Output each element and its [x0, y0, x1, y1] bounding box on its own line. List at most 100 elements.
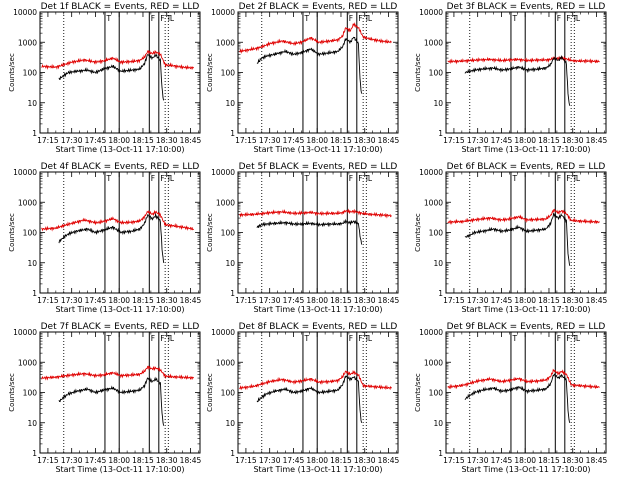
x-tick-label: 17:30: [259, 296, 281, 305]
series-line-events: [256, 218, 363, 245]
y-tick-label: 10: [433, 99, 443, 108]
x-tick-label: 18:30: [156, 136, 178, 145]
y-tick-label: 100: [23, 389, 38, 398]
y-tick-label: 10000: [211, 328, 235, 337]
time-marker-label: F: [566, 334, 570, 343]
x-tick-label: 17:15: [235, 296, 257, 305]
y-tick-label: 1000: [216, 198, 235, 207]
x-axis-label: Start Time (13-Oct-11 17:10:00): [253, 305, 382, 314]
x-tick-label: 17:45: [85, 296, 107, 305]
time-marker-label: F: [151, 14, 155, 23]
x-axis-label: Start Time (13-Oct-11 17:10:00): [253, 145, 382, 154]
y-tick-label: 10: [27, 259, 37, 268]
series-line-events: [58, 376, 165, 426]
y-axis-label: Counts/sec: [414, 373, 422, 412]
x-tick-label: 17:30: [467, 136, 489, 145]
series-line-events: [464, 55, 571, 106]
time-marker-label: F: [349, 14, 353, 23]
x-tick-label: 17:15: [443, 136, 465, 145]
x-tick-label: 18:45: [180, 456, 202, 465]
y-tick-label: 1: [32, 289, 37, 298]
panel-title: Det 7f BLACK = Events, RED = LLD: [41, 322, 200, 332]
x-tick-label: 18:00: [108, 136, 130, 145]
series-line-lld: [447, 55, 600, 65]
x-tick-label: 17:15: [37, 296, 59, 305]
x-tick-label: 18:00: [306, 136, 328, 145]
x-tick-label: 18:45: [378, 296, 400, 305]
time-marker-label: F: [557, 174, 561, 183]
y-tick-label: 1: [230, 449, 235, 458]
time-marker-label: F: [160, 14, 164, 23]
y-tick-label: 10: [225, 99, 235, 108]
x-tick-label: 18:30: [354, 456, 376, 465]
y-tick-label: 10000: [211, 8, 235, 17]
time-marker-label: F: [566, 14, 570, 23]
y-tick-label: 100: [23, 229, 38, 238]
x-tick-label: 18:30: [156, 296, 178, 305]
time-marker-label: T: [105, 14, 111, 23]
y-tick-label: 100: [429, 69, 444, 78]
x-tick-label: 18:30: [562, 296, 584, 305]
x-tick-label: 17:45: [491, 296, 513, 305]
series-line-lld: [239, 22, 392, 54]
y-tick-label: 10: [27, 419, 37, 428]
y-tick-label: 10000: [419, 168, 443, 177]
x-tick-label: 18:00: [514, 456, 536, 465]
x-tick-label: 18:30: [562, 136, 584, 145]
x-axis-label: Start Time (13-Oct-11 17:10:00): [253, 465, 382, 474]
detector-panel-5: Det 5f BLACK = Events, RED = LLD 1 10 100 10…: [206, 162, 400, 314]
x-tick-label: 18:15: [132, 296, 154, 305]
time-marker-label: F: [151, 334, 155, 343]
panel-title: Det 3f BLACK = Events, RED = LLD: [447, 2, 606, 12]
x-tick-label: 18:15: [132, 456, 154, 465]
x-tick-label: 18:45: [586, 296, 608, 305]
detector-panel-8: Det 8f BLACK = Events, RED = LLD 1 10 100 10…: [206, 322, 400, 474]
series-line-lld: [41, 365, 195, 381]
y-tick-label: 1000: [424, 358, 443, 367]
y-axis-label: Counts/sec: [206, 213, 214, 252]
y-tick-label: 1: [438, 129, 443, 138]
time-marker-label: F: [160, 174, 164, 183]
detector-panel-9: Det 9f BLACK = Events, RED = LLD 1 10 100 10…: [414, 322, 608, 474]
y-tick-label: 100: [23, 69, 38, 78]
x-tick-label: 17:15: [37, 456, 59, 465]
time-marker-label: F: [358, 174, 362, 183]
y-axis-label: Counts/sec: [414, 213, 422, 252]
y-tick-label: 100: [221, 69, 236, 78]
x-tick-label: 18:15: [538, 456, 560, 465]
time-marker-label: T: [303, 334, 309, 343]
x-tick-label: 17:45: [491, 136, 513, 145]
series-line-lld: [41, 49, 195, 70]
time-marker-label: L: [368, 174, 373, 183]
y-tick-label: 1000: [216, 358, 235, 367]
y-tick-label: 10000: [419, 8, 443, 17]
time-marker-label: F: [349, 174, 353, 183]
x-tick-label: 18:15: [538, 296, 560, 305]
y-tick-label: 10000: [211, 168, 235, 177]
time-marker-label: L: [576, 334, 581, 343]
x-axis-label: Start Time (13-Oct-11 17:10:00): [55, 305, 184, 314]
x-tick-label: 17:30: [61, 456, 83, 465]
y-tick-label: 10: [433, 419, 443, 428]
y-tick-label: 1: [32, 129, 37, 138]
x-axis-label: Start Time (13-Oct-11 17:10:00): [55, 465, 184, 474]
y-tick-label: 10000: [419, 328, 443, 337]
y-tick-label: 10: [225, 419, 235, 428]
x-tick-label: 18:15: [132, 136, 154, 145]
y-axis-label: Counts/sec: [8, 213, 16, 252]
y-axis-label: Counts/sec: [8, 373, 16, 412]
x-tick-label: 18:00: [306, 456, 328, 465]
y-tick-label: 1000: [216, 38, 235, 47]
x-tick-label: 17:30: [467, 296, 489, 305]
series-line-events: [58, 212, 165, 263]
x-tick-label: 17:45: [85, 456, 107, 465]
series-line-events: [256, 36, 363, 94]
x-tick-label: 18:00: [108, 456, 130, 465]
time-marker-label: L: [170, 334, 175, 343]
x-tick-label: 18:45: [586, 456, 608, 465]
detector-panel-1: Det 1f BLACK = Events, RED = LLD 1 10 100 10…: [8, 2, 202, 154]
series-line-events: [58, 53, 165, 101]
x-tick-label: 18:45: [586, 136, 608, 145]
time-marker-label: F: [358, 14, 362, 23]
y-tick-label: 1000: [424, 198, 443, 207]
